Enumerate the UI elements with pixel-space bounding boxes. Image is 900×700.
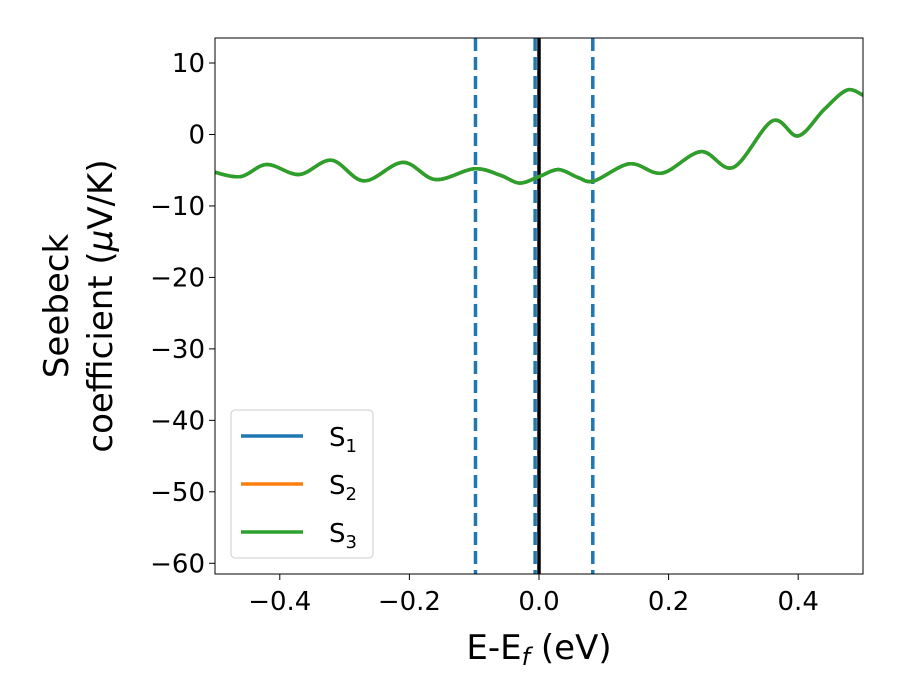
y-tick-label: −50 [150,478,205,508]
x-axis: −0.4 −0.2 0.0 0.2 0.4 [248,574,819,617]
y-axis-title-line1: Seebeck [37,234,77,379]
series-line-s3 [215,87,863,185]
y-tick-label: −60 [150,549,205,579]
x-tick-label: 0.4 [778,587,819,617]
y-axis-title-line2: coefficient (μV/K) [81,159,121,452]
y-axis-title-mu: μ [81,230,121,253]
y-tick-label: 10 [172,49,205,79]
x-axis-title-suffix: (eV) [530,628,612,668]
legend-label-s3: S3 [329,519,357,553]
x-axis-title: E-Ef (eV) [466,628,611,671]
y-tick-label: −10 [150,192,205,222]
y-tick-label: −30 [150,335,205,365]
y-axis-title-unit: V/K) [81,159,121,229]
legend: S1 S2 S3 [230,409,374,559]
y-tick-label: −20 [150,263,205,293]
x-tick-label: 0.2 [648,587,689,617]
legend-label-s2: S2 [329,471,357,505]
legend-label-s1: S1 [329,423,357,457]
y-tick-label: −40 [150,406,205,436]
y-axis: 10 0 −10 −20 −30 −40 −50 −60 [150,49,215,579]
reference-lines [473,38,595,574]
x-tick-label: −0.2 [378,587,441,617]
series-lines [215,87,863,185]
y-axis-title: Seebeck coefficient (μV/K) [37,159,121,452]
y-tick-label: 0 [188,120,205,150]
x-tick-label: −0.4 [248,587,311,617]
x-tick-label: 0.0 [518,587,559,617]
